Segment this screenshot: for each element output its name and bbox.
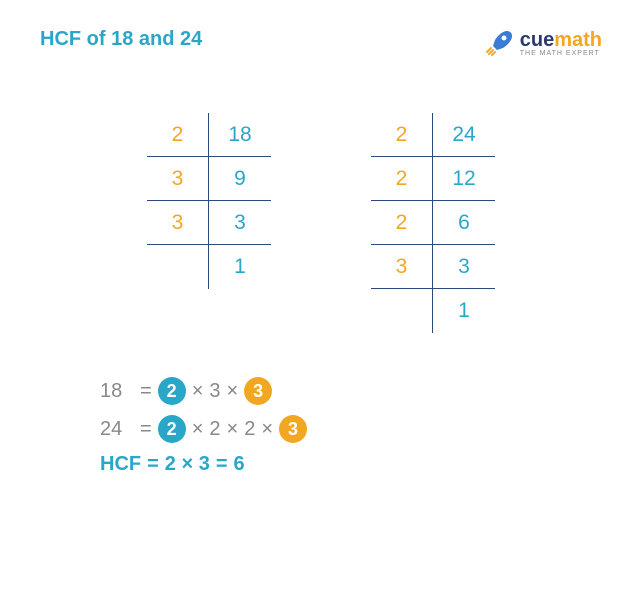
factor-term: 3 (209, 380, 220, 403)
quotients-col-18: 18931 (209, 113, 271, 333)
quotient-cell: 9 (209, 157, 271, 201)
equals: = (140, 418, 152, 441)
times-op: × (227, 380, 239, 403)
hcf-value: 6 (234, 453, 245, 476)
equals: = (147, 453, 159, 476)
factor-term: 3 (244, 377, 272, 405)
factor-table-24: 2223 2412631 (371, 113, 495, 333)
divisor-cell (147, 245, 209, 289)
factor-table-18: 233 18931 (147, 113, 271, 333)
divisor-cell: 2 (147, 113, 209, 157)
quotient-cell: 3 (433, 245, 495, 289)
factor-term: 2 (209, 418, 220, 441)
eq-rhs-18: 2×3×3 (158, 377, 273, 405)
header: HCF of 18 and 24 cuemath THE MATH EXPERT (40, 28, 602, 58)
eq-rhs-24: 2×2×2×3 (158, 415, 307, 443)
divisor-cell: 2 (371, 113, 433, 157)
quotients-col-24: 2412631 (433, 113, 495, 333)
quotient-cell: 24 (433, 113, 495, 157)
eq-lhs: 18 (100, 380, 134, 403)
times-op: × (192, 380, 204, 403)
hcf-result: HCF = 2 × 3 = 6 (100, 453, 602, 476)
logo-text: cuemath THE MATH EXPERT (520, 30, 602, 57)
factor-term: 2 (158, 415, 186, 443)
equals: = (140, 380, 152, 403)
times-op: × (227, 418, 239, 441)
factor-term: 2 (158, 377, 186, 405)
divisor-cell: 3 (147, 157, 209, 201)
divisor-cell: 3 (147, 201, 209, 245)
divisors-col-18: 233 (147, 113, 209, 333)
divisors-col-24: 2223 (371, 113, 433, 333)
rocket-icon (484, 28, 514, 58)
equations: 18 = 2×3×3 24 = 2×2×2×3 HCF = 2 × 3 = 6 (100, 377, 602, 476)
factor-tables: 233 18931 2223 2412631 (40, 113, 602, 333)
divisor-cell: 2 (371, 157, 433, 201)
page-title: HCF of 18 and 24 (40, 28, 202, 51)
logo-suffix: math (554, 29, 602, 51)
quotient-cell: 1 (433, 289, 495, 333)
logo-brand: cuemath (520, 30, 602, 50)
factor-term: 3 (279, 415, 307, 443)
quotient-cell: 3 (209, 201, 271, 245)
logo-tagline: THE MATH EXPERT (520, 50, 602, 57)
eq-lhs: 24 (100, 418, 134, 441)
times-op: × (192, 418, 204, 441)
factor-term: 2 (244, 418, 255, 441)
quotient-cell: 1 (209, 245, 271, 289)
divisor-cell: 3 (371, 245, 433, 289)
quotient-cell: 12 (433, 157, 495, 201)
divisor-cell (371, 289, 433, 333)
equation-24: 24 = 2×2×2×3 (100, 415, 602, 443)
times-op: × (261, 418, 273, 441)
divisor-cell: 2 (371, 201, 433, 245)
logo: cuemath THE MATH EXPERT (484, 28, 602, 58)
hcf-expr: 2 × 3 (165, 453, 210, 476)
quotient-cell: 6 (433, 201, 495, 245)
hcf-label: HCF (100, 453, 141, 476)
equals: = (216, 453, 228, 476)
logo-prefix: cue (520, 29, 554, 51)
quotient-cell: 18 (209, 113, 271, 157)
equation-18: 18 = 2×3×3 (100, 377, 602, 405)
